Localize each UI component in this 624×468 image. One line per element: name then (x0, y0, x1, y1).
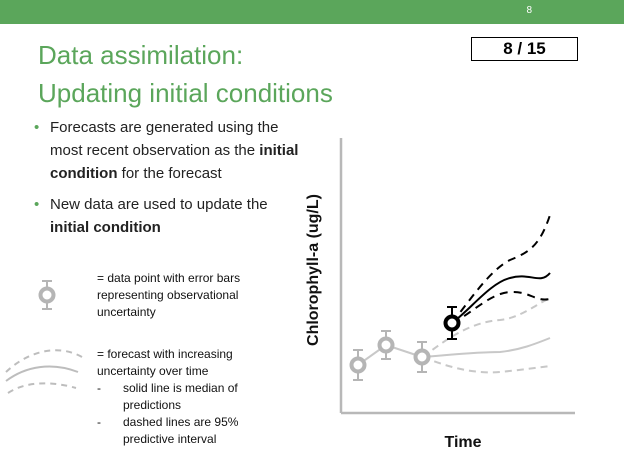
slide-counter: 8 / 15 (471, 37, 578, 61)
y-axis-label: Chlorophyll-a (ug/L) (305, 194, 322, 346)
current-observation (443, 306, 461, 340)
legend-item-text: solid line is median of predictions (123, 381, 238, 412)
legend-item-interval: - dashed lines are 95% predictive interv… (97, 414, 282, 448)
legend-point-icon (38, 280, 56, 310)
legend-forecast-icon (5, 349, 83, 394)
bullet-dot: • (34, 119, 40, 136)
legend-dash: - (97, 381, 101, 395)
bullet-text-end: for the forecast (117, 165, 222, 182)
bullet-list: • Forecasts are generated using the most … (34, 116, 304, 247)
bullet-text: Forecasts are generated using the most r… (50, 119, 279, 159)
current-forecast-median (451, 272, 551, 324)
current-forecast (451, 214, 551, 324)
title-line-1: Data assimilation: (38, 40, 244, 70)
x-axis-label: Time (444, 434, 481, 451)
observations (349, 330, 431, 381)
slide-number: 8 (526, 5, 532, 16)
slide-title: Data assimilation: Updating initial cond… (38, 36, 333, 112)
bullet-bold-text: initial condition (50, 219, 161, 236)
bullet-forecasts: • Forecasts are generated using the most … (34, 116, 304, 185)
previous-forecast-upper (422, 297, 551, 358)
legend-item-text: dashed lines are 95% predictive interval (123, 415, 239, 446)
chart-axes (339, 138, 575, 415)
legend-forecast-block: = forecast with increasing uncertainty o… (97, 346, 282, 448)
legend-dash: - (97, 415, 101, 429)
legend-item-median: - solid line is median of predictions (97, 380, 282, 414)
legend-point-text: = data point with error bars representin… (97, 271, 241, 319)
bullet-text: New data are used to update the (50, 196, 268, 213)
title-line-2: Updating initial conditions (38, 78, 333, 108)
current-forecast-lower (451, 290, 551, 324)
bullet-new-data: • New data are used to update the initial… (34, 193, 304, 239)
bullet-dot: • (34, 196, 40, 213)
previous-forecast-lower (422, 356, 551, 374)
current-forecast-upper (451, 214, 551, 324)
observation-point (349, 356, 367, 374)
legend-forecast-text: = forecast with increasing uncertainty o… (97, 347, 233, 378)
current-observation-point (443, 314, 461, 332)
bullet-bold-text: initial condition (50, 142, 299, 182)
observation-point (377, 336, 395, 354)
observation-point (413, 348, 431, 366)
previous-forecast (422, 297, 551, 374)
top-bar (0, 0, 624, 24)
previous-forecast-median (422, 337, 551, 358)
